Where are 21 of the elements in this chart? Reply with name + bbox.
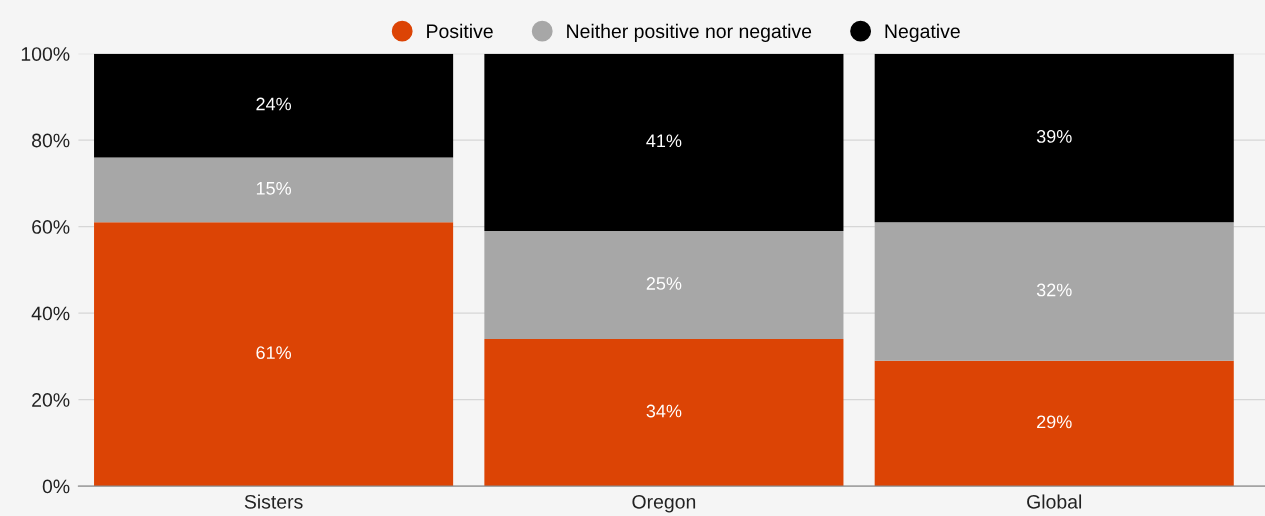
legend-label: Positive [427, 23, 493, 39]
data-label: 39% [1036, 130, 1072, 143]
y-tick-label: 40% [31, 306, 70, 321]
data-label: 15% [256, 182, 292, 195]
data-label: 24% [256, 97, 292, 111]
y-tick-label: 100% [21, 47, 70, 61]
data-label: 32% [1036, 283, 1072, 297]
y-tick-label: 80% [32, 133, 70, 148]
x-tick-label: Oregon [632, 494, 696, 513]
y-tick-label: 0% [42, 479, 70, 494]
data-label: 41% [646, 134, 682, 148]
data-label: 25% [646, 277, 682, 290]
y-tick-label: 20% [32, 393, 70, 407]
data-label: 29% [1037, 415, 1072, 429]
legend-label: Neither positive nor negative [567, 23, 812, 42]
y-tick-label: 60% [32, 220, 70, 234]
data-label: 61% [256, 346, 292, 360]
x-tick-label: Sisters [244, 494, 303, 509]
x-tick-label: Global [1027, 494, 1082, 509]
data-label: 34% [646, 404, 682, 418]
legend-label: Negative [885, 23, 960, 42]
